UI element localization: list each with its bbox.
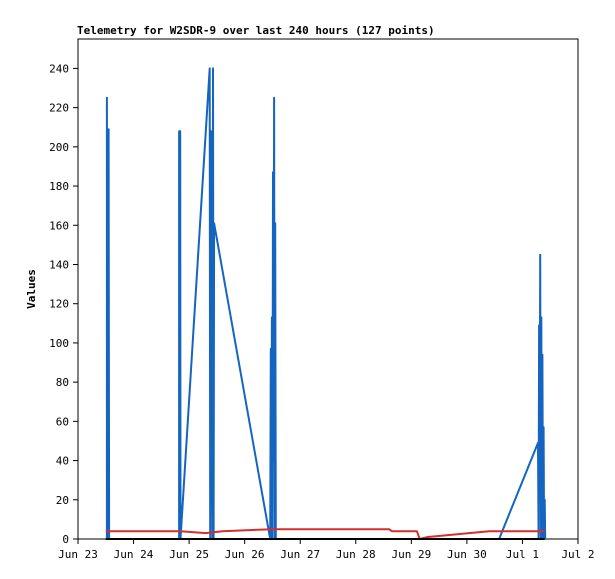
plot-area (77, 38, 579, 540)
chart-title: Telemetry for W2SDR-9 over last 240 hour… (77, 24, 435, 37)
x-tick-label: Jun 28 (336, 548, 376, 561)
series-line (105, 528, 545, 540)
y-tick-label: 120 (49, 298, 69, 311)
y-tick-label: 140 (49, 258, 69, 271)
x-tick-label: Jun 27 (280, 548, 320, 561)
y-tick-label: 100 (49, 337, 69, 350)
y-tick-label: 40 (56, 455, 69, 468)
axis-layer: 0 20 40 60 80 100 120 140 160 180 200 220 240 Jun 23 J… (49, 62, 594, 561)
y-tick-label: 0 (62, 533, 69, 546)
y-tick-label: 160 (49, 219, 69, 232)
x-tick-label: Jun 24 (114, 548, 154, 561)
y-tick-label: 60 (56, 415, 69, 428)
x-tick-label: Jun 26 (225, 548, 265, 561)
y-tick-label: 220 (49, 102, 69, 115)
y-tick-label: 20 (56, 494, 69, 507)
x-tick-label: Jun 23 (58, 548, 98, 561)
y-tick-label: 240 (49, 62, 69, 75)
y-axis-label: Values (25, 269, 38, 309)
series-line (105, 67, 547, 540)
y-tick-label: 80 (56, 376, 69, 389)
y-tick-label: 180 (49, 180, 69, 193)
x-tick-label: Jul 1 (506, 548, 539, 561)
y-tick-label: 200 (49, 141, 69, 154)
x-tick-label: Jun 30 (447, 548, 487, 561)
series-layer (105, 67, 547, 540)
x-tick-label: Jul 2 (561, 548, 594, 561)
x-tick-label: Jun 29 (391, 548, 431, 561)
x-tick-label: Jun 25 (169, 548, 209, 561)
